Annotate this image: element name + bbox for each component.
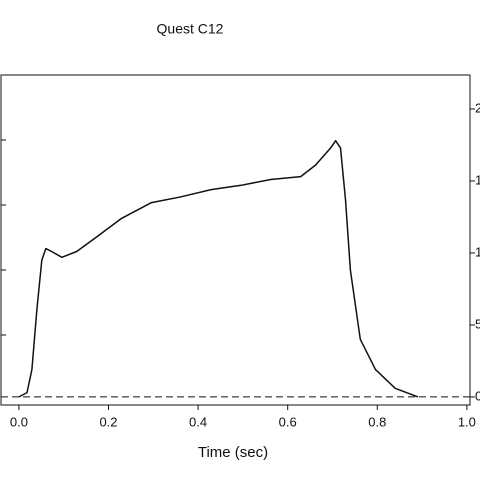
chart-title: Quest C12: [157, 21, 224, 37]
y-tick-label: 150: [475, 172, 480, 187]
left-ticks: [1, 139, 6, 336]
data-line: [18, 139, 419, 398]
x-tick-label: 1.0: [458, 414, 476, 429]
x-tick-label: 0.6: [279, 414, 297, 429]
x-tick-label: 0.0: [10, 414, 28, 429]
x-tick-label: 0.4: [189, 414, 207, 429]
y-tick-label: 200: [475, 100, 480, 115]
x-tick-label: 0.2: [99, 414, 117, 429]
y-tick-label: 0: [475, 388, 480, 403]
y-tick-label: 50: [475, 316, 480, 331]
x-tick-label: 0.8: [368, 414, 386, 429]
y-tick-label: 100: [475, 244, 480, 259]
plot-frame: [0, 74, 471, 406]
x-axis-label: Time (sec): [198, 444, 268, 461]
